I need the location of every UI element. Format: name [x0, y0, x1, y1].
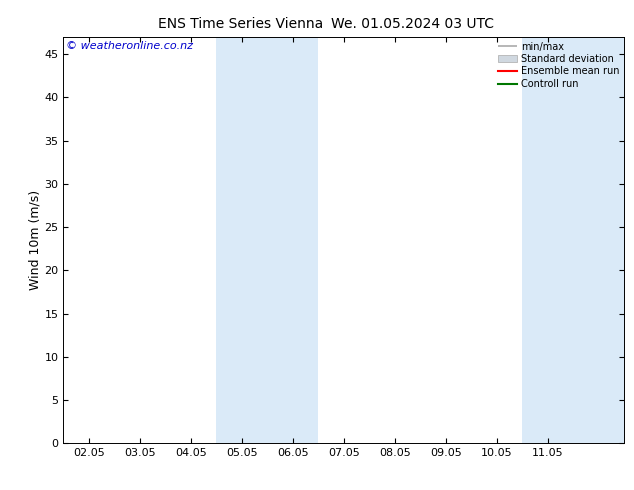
Legend: min/max, Standard deviation, Ensemble mean run, Controll run: min/max, Standard deviation, Ensemble me…: [495, 39, 623, 92]
Text: © weatheronline.co.nz: © weatheronline.co.nz: [66, 41, 193, 51]
Bar: [522, 37, 624, 443]
Text: ENS Time Series Vienna: ENS Time Series Vienna: [158, 17, 323, 31]
Bar: [216, 37, 318, 443]
Y-axis label: Wind 10m (m/s): Wind 10m (m/s): [29, 190, 42, 290]
Text: We. 01.05.2024 03 UTC: We. 01.05.2024 03 UTC: [330, 17, 494, 31]
